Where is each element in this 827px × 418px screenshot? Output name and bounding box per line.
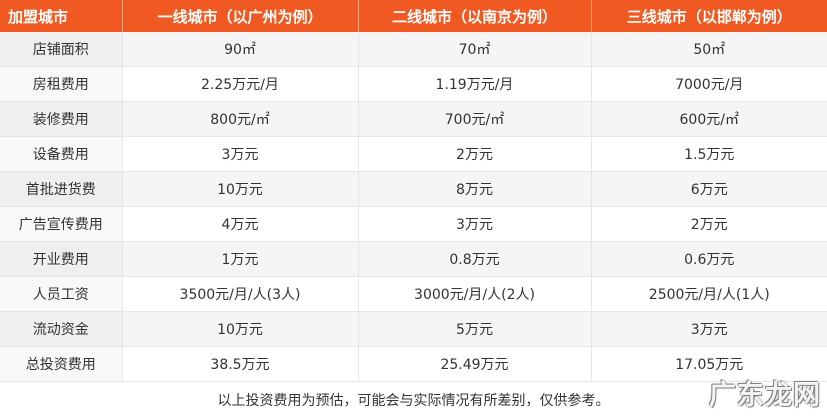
table-cell: 38.5万元	[122, 346, 359, 382]
row-label: 设备费用	[0, 136, 123, 172]
disclaimer-note: 以上投资费用为预估，可能会与实际情况有所差别，仅供参考。	[217, 393, 610, 409]
table-cell: 1万元	[122, 241, 359, 277]
table-cell: 2万元	[358, 136, 592, 172]
header-city-type: 加盟城市	[0, 0, 123, 32]
row-label: 流动资金	[0, 311, 123, 347]
header-tier3-city: 三线城市（以邯郸为例）	[591, 0, 827, 32]
table-row: 店铺面积 90㎡ 70㎡ 50㎡	[0, 32, 827, 67]
table-row: 房租费用 2.25万元/月 1.19万元/月 7000元/月	[0, 66, 827, 102]
row-label: 房租费用	[0, 66, 123, 102]
table-cell: 600元/㎡	[591, 101, 827, 137]
table-cell: 25.49万元	[358, 346, 592, 382]
table-row: 开业费用 1万元 0.8万元 0.6万元	[0, 241, 827, 277]
table-cell: 7000元/月	[591, 66, 827, 102]
table-row: 流动资金 10万元 5万元 3万元	[0, 311, 827, 347]
table-cell: 2500元/月/人(1人)	[591, 276, 827, 312]
table-cell: 3500元/月/人(3人)	[122, 276, 359, 312]
table-cell: 3万元	[358, 206, 592, 242]
table-cell: 50㎡	[591, 32, 827, 67]
header-tier2-city: 二线城市（以南京为例）	[358, 0, 592, 32]
table-row: 人员工资 3500元/月/人(3人) 3000元/月/人(2人) 2500元/月…	[0, 276, 827, 312]
table-row: 设备费用 3万元 2万元 1.5万元	[0, 136, 827, 172]
table-cell: 5万元	[358, 311, 592, 347]
table-cell: 3万元	[591, 311, 827, 347]
table-cell: 8万元	[358, 171, 592, 207]
table-cell: 1.5万元	[591, 136, 827, 172]
table-cell: 10万元	[122, 171, 359, 207]
table-cell: 0.6万元	[591, 241, 827, 277]
row-label: 首批进货费	[0, 171, 123, 207]
row-label: 装修费用	[0, 101, 123, 137]
table-header-row: 加盟城市 一线城市（以广州为例） 二线城市（以南京为例） 三线城市（以邯郸为例）	[0, 0, 827, 32]
row-label: 人员工资	[0, 276, 123, 312]
table-row: 首批进货费 10万元 8万元 6万元	[0, 171, 827, 207]
table-cell: 17.05万元	[591, 346, 827, 382]
watermark-logo: 广东龙网	[709, 379, 821, 411]
table-cell: 700元/㎡	[358, 101, 592, 137]
table-cell: 2.25万元/月	[122, 66, 359, 102]
table-row: 总投资费用 38.5万元 25.49万元 17.05万元	[0, 346, 827, 382]
table-cell: 800元/㎡	[122, 101, 359, 137]
row-label: 店铺面积	[0, 32, 123, 67]
table-cell: 4万元	[122, 206, 359, 242]
table-cell: 3000元/月/人(2人)	[358, 276, 592, 312]
investment-cost-table: 加盟城市 一线城市（以广州为例） 二线城市（以南京为例） 三线城市（以邯郸为例）…	[0, 0, 827, 382]
row-label: 总投资费用	[0, 346, 123, 382]
table-cell: 70㎡	[358, 32, 592, 67]
table-row: 装修费用 800元/㎡ 700元/㎡ 600元/㎡	[0, 101, 827, 137]
table-cell: 2万元	[591, 206, 827, 242]
table-cell: 10万元	[122, 311, 359, 347]
table-cell: 0.8万元	[358, 241, 592, 277]
table-cell: 1.19万元/月	[358, 66, 592, 102]
table-cell: 90㎡	[122, 32, 359, 67]
table-cell: 3万元	[122, 136, 359, 172]
row-label: 广告宣传费用	[0, 206, 123, 242]
table-row: 广告宣传费用 4万元 3万元 2万元	[0, 206, 827, 242]
table-cell: 6万元	[591, 171, 827, 207]
header-tier1-city: 一线城市（以广州为例）	[122, 0, 359, 32]
row-label: 开业费用	[0, 241, 123, 277]
